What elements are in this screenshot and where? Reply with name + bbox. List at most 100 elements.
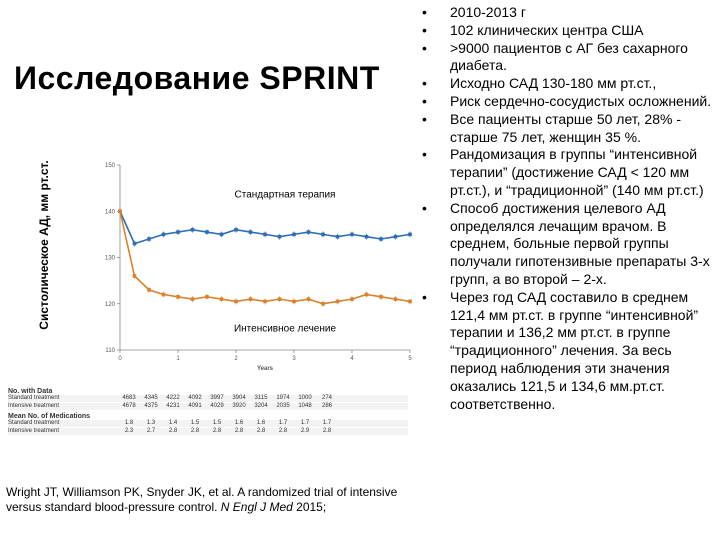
data-point — [321, 301, 325, 306]
bullet-dot-icon: • — [422, 75, 427, 92]
bullet-text: Рандомизация в группы “интенсивной терап… — [450, 146, 704, 198]
data-table-heading: No. with Data — [8, 388, 53, 395]
table-cell: 2.8 — [168, 428, 178, 434]
table-cell: 3204 — [254, 403, 268, 409]
table-cell: 3115 — [254, 395, 268, 401]
x-tick-label: 1 — [176, 356, 180, 362]
data-point — [248, 230, 253, 234]
table-cell: 2.7 — [146, 428, 156, 434]
y-tick-label: 140 — [105, 209, 116, 215]
slide-title: Исследование SPRINT — [14, 60, 380, 96]
citation: Wright JT, Williamson PK, Snyder JK, et … — [6, 485, 416, 515]
x-tick-label: 3 — [292, 356, 296, 362]
bullet-text: 102 клинических центра США — [450, 21, 644, 38]
table-cell: 4231 — [166, 403, 180, 409]
bullet-item: • Способ достижения целевого АД определял… — [418, 200, 718, 289]
table-row: Intensive treatment 4678 4375 4231 4091 4029 3… — [8, 403, 408, 410]
data-point — [277, 234, 282, 239]
data-point — [219, 297, 224, 301]
table-row: Standard treatment 1.8 1.3 1.4 1.5 1.5 1.6 1.6 1… — [8, 420, 408, 427]
bullet-item: • Исходно САД 130-180 мм рт.ст., — [418, 75, 718, 93]
bullet-item: • 2010-2013 г — [418, 4, 718, 22]
table-cell: 3920 — [232, 403, 246, 409]
data-point — [234, 299, 238, 304]
table-cell: 1.8 — [124, 420, 134, 426]
data-point — [379, 237, 383, 241]
table-cell: 2.8 — [278, 428, 288, 434]
bullet-text: Все пациенты старше 50 лет, 28% - старше… — [450, 110, 681, 145]
citation-authors: Wright JT, Williamson PK, Snyder JK, et … — [6, 485, 398, 514]
table-cell: 4091 — [188, 403, 202, 409]
chart-axes — [117, 164, 411, 353]
table-cell: 2.3 — [124, 428, 134, 434]
y-tick-label: 120 — [105, 302, 116, 308]
bullet-text: Исходно САД 130-180 мм рт.ст., — [450, 75, 657, 92]
table-cell: 274 — [321, 395, 332, 401]
table-cell: 4222 — [166, 395, 180, 401]
table-cell: 1.4 — [168, 420, 178, 426]
bullet-dot-icon: • — [422, 92, 427, 109]
table-cell: 1.5 — [212, 420, 222, 426]
citation-year: 2015; — [292, 500, 327, 514]
data-point — [132, 241, 137, 246]
data-point — [263, 299, 267, 304]
table-cell: 3997 — [210, 395, 224, 401]
data-point — [132, 274, 137, 278]
data-point — [176, 295, 180, 299]
bullet-dot-icon: • — [422, 21, 427, 38]
data-point — [408, 299, 412, 304]
table-cell: 2.8 — [234, 428, 244, 434]
y-tick-label: 110 — [105, 348, 115, 354]
data-point — [408, 232, 412, 237]
table-cell: 2.8 — [190, 428, 200, 434]
data-point — [350, 297, 354, 301]
bullet-text: Риск сердечно-сосудистых осложнений. — [450, 92, 712, 109]
data-point — [364, 234, 369, 239]
bullet-text: Способ достижения целевого АД определялс… — [450, 199, 710, 287]
table-cell: 1048 — [298, 403, 312, 409]
data-point — [161, 292, 166, 297]
data-point — [248, 297, 253, 301]
table-cell: 1.7 — [322, 420, 332, 426]
table-cell: 4345 — [144, 395, 158, 401]
bullet-item: • Рандомизация в группы “интенсивной тера… — [418, 146, 718, 199]
data-point — [292, 232, 296, 237]
y-axis-label: Систолическое АД, мм рт.ст. — [37, 160, 51, 330]
data-point — [219, 232, 224, 237]
series-label: Интенсивное лечение — [234, 324, 337, 335]
table-cell: 3904 — [232, 395, 246, 401]
meds-table: Standard treatment 1.8 1.3 1.4 1.5 1.5 1.6 1.6 1… — [8, 420, 408, 435]
table-cell: 1000 — [298, 395, 312, 401]
bullet-text: Через год САД составило в среднем 121,4 … — [450, 288, 699, 412]
bullet-item: • 102 клинических центра США — [418, 22, 718, 40]
chart-series — [118, 208, 412, 307]
table-cell: 1.5 — [190, 420, 200, 426]
bullet-item: • Все пациенты старше 50 лет, 28% - старш… — [418, 111, 718, 147]
chart-labels: 110 120 130 140 150 0 1 2 3 4 5 Years Стандартная те… — [105, 163, 412, 372]
data-point — [306, 230, 311, 234]
table-row-label: Intensive treatment — [8, 428, 60, 434]
table-cell: 4029 — [210, 403, 224, 409]
table-cell: 1974 — [276, 395, 290, 401]
bullet-text: 2010-2013 г — [450, 4, 526, 20]
table-cell: 2.8 — [322, 428, 332, 434]
table-cell: 4375 — [144, 403, 158, 409]
bullet-dot-icon: • — [422, 39, 427, 56]
data-point — [335, 234, 340, 239]
x-tick-label: 0 — [118, 356, 122, 362]
y-tick-label: 130 — [105, 256, 116, 262]
data-point — [277, 297, 282, 301]
data-point — [393, 234, 398, 239]
table-cell: 4683 — [122, 395, 136, 401]
data-point — [292, 299, 296, 304]
series-label: Стандартная терапия — [235, 189, 336, 200]
bullet-dot-icon: • — [422, 146, 427, 163]
data-point — [263, 232, 267, 237]
data-point — [350, 232, 354, 237]
table-cell: 4092 — [188, 395, 202, 401]
x-tick-label: 5 — [408, 356, 412, 362]
data-point — [379, 295, 383, 299]
data-point — [147, 288, 151, 292]
table-row: Standard treatment 4683 4345 4222 4092 3997 39… — [8, 395, 408, 402]
